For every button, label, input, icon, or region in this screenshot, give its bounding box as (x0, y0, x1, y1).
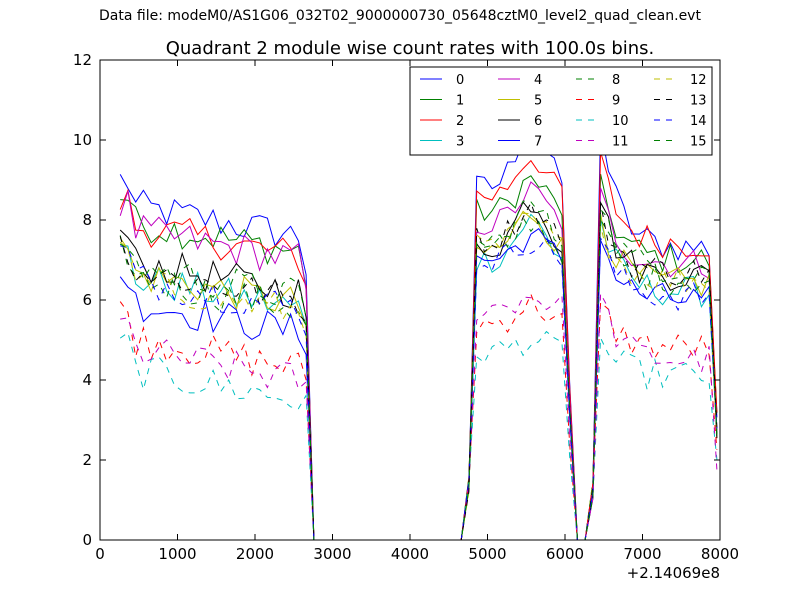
legend-label-8: 8 (612, 73, 620, 88)
legend-label-12: 12 (690, 73, 707, 88)
legend-label-11: 11 (612, 135, 629, 150)
x-tick-label-5000: 5000 (468, 545, 506, 563)
legend-label-5: 5 (534, 94, 542, 109)
x-tick-label-8000: 8000 (701, 545, 739, 563)
y-tick-label-8: 8 (82, 211, 92, 229)
series-line-9 (119, 292, 718, 540)
series-line-2 (119, 151, 718, 540)
series-line-14 (120, 236, 718, 540)
y-tick-label-2: 2 (82, 451, 92, 469)
y-tick-label-0: 0 (82, 531, 92, 549)
series-line-6 (119, 200, 718, 540)
series-line-5 (119, 210, 718, 540)
x-tick-label-4000: 4000 (391, 545, 429, 563)
series-line-4 (119, 181, 718, 540)
legend-label-13: 13 (690, 94, 707, 109)
legend-label-6: 6 (534, 114, 542, 129)
series-line-0 (119, 127, 718, 540)
series-line-15 (119, 200, 718, 540)
x-tick-label-3000: 3000 (313, 545, 351, 563)
legend-label-4: 4 (534, 73, 542, 88)
y-tick-label-6: 6 (82, 291, 92, 309)
legend-box (409, 66, 713, 156)
y-tick-label-4: 4 (82, 371, 92, 389)
legend-label-9: 9 (612, 94, 620, 109)
x-tick-label-6000: 6000 (546, 545, 584, 563)
legend-label-15: 15 (690, 135, 707, 150)
legend-label-3: 3 (456, 135, 464, 150)
x-axis-offset-label: +2.14069e8 (627, 564, 720, 582)
legend-label-0: 0 (456, 73, 464, 88)
data-file-suptitle: Data file: modeM0/AS1G06_032T02_90000007… (99, 8, 701, 24)
x-tick-label-0: 0 (95, 545, 105, 563)
x-tick-label-2000: 2000 (236, 545, 274, 563)
y-tick-label-10: 10 (73, 131, 92, 149)
legend-label-7: 7 (534, 135, 542, 150)
series-line-1 (120, 173, 718, 540)
chart-title: Quadrant 2 module wise count rates with … (166, 38, 655, 59)
legend-label-1: 1 (456, 94, 464, 109)
legend-label-2: 2 (456, 114, 464, 129)
series-line-10 (119, 330, 718, 540)
x-tick-label-1000: 1000 (158, 545, 196, 563)
legend-label-10: 10 (612, 114, 629, 129)
series-line-11 (120, 291, 718, 540)
legend-label-14: 14 (690, 114, 707, 129)
series-line-3 (120, 213, 718, 540)
y-tick-label-12: 12 (73, 51, 92, 69)
x-tick-label-7000: 7000 (623, 545, 661, 563)
series-line-7 (119, 228, 718, 540)
